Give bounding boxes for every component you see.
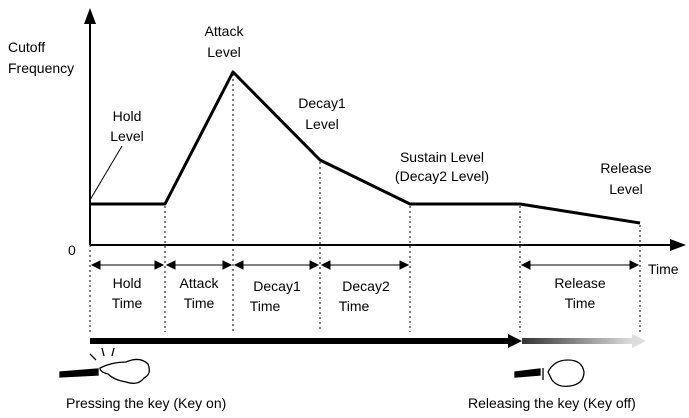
hand-press (59, 347, 150, 384)
level-label: Hold (113, 108, 142, 124)
dividers (89, 74, 641, 332)
time-label: Decay1 (253, 278, 301, 294)
time-label: Decay2 (342, 278, 390, 294)
key-on-arrow (508, 334, 522, 348)
level-label: Release (600, 160, 652, 176)
level-label: Attack (205, 23, 245, 39)
level-label: (Decay2 Level) (395, 168, 489, 184)
key-on-bar (90, 338, 510, 344)
level-label: Level (110, 128, 143, 144)
time-label: Release (554, 275, 606, 291)
level-label: Sustain Level (400, 149, 484, 165)
axes (84, 8, 686, 251)
key-off-caption: Releasing the key (Key off) (468, 395, 636, 411)
time-label: Time (250, 298, 281, 314)
time-spans (90, 260, 640, 270)
envelope (90, 70, 641, 225)
key-off-arrow (632, 334, 646, 348)
time-label: Time (339, 298, 370, 314)
time-label: Attack (180, 275, 220, 291)
x-axis-label: Time (648, 261, 679, 277)
y-axis-label: Frequency (8, 60, 74, 76)
level-label: Decay1 (298, 95, 346, 111)
level-label: Level (609, 181, 642, 197)
origin-label: 0 (68, 242, 76, 258)
labels: Cutoff Frequency 0 Time Hold Level Attac… (8, 23, 679, 411)
level-label: Level (305, 116, 338, 132)
y-axis-label: Cutoff (8, 39, 45, 55)
time-label: Hold (113, 275, 142, 291)
level-label: Level (207, 44, 240, 60)
pointer (89, 145, 123, 201)
time-label: Time (565, 295, 596, 311)
time-label: Time (184, 295, 215, 311)
time-label: Time (112, 295, 143, 311)
hand-release (514, 359, 585, 388)
key-on-caption: Pressing the key (Key on) (66, 395, 226, 411)
key-off-bar (522, 338, 632, 344)
